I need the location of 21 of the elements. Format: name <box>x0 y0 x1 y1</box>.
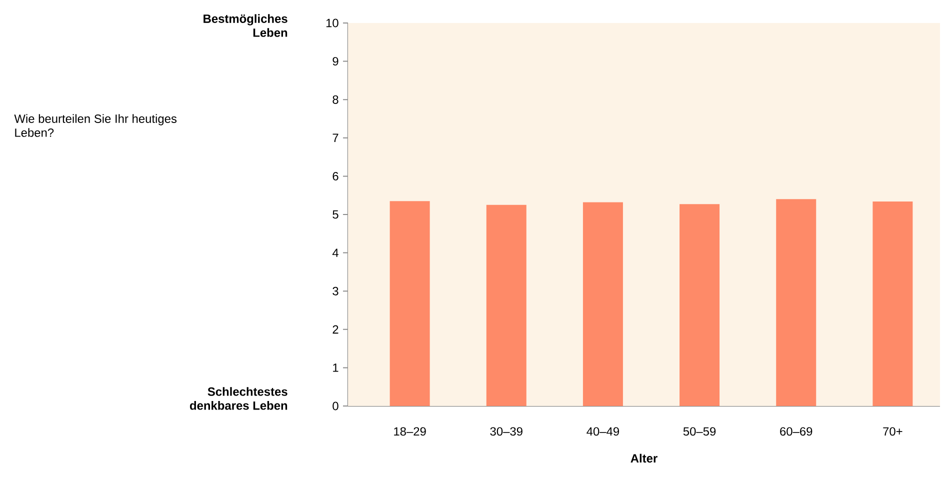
y-tick-label: 10 <box>326 18 338 28</box>
y-tick-label: 7 <box>332 134 338 142</box>
x-tick-label: 40–49 <box>586 427 620 436</box>
y-tick-label: 2 <box>332 325 338 334</box>
y-tick-label: 5 <box>332 210 338 219</box>
y-tick-label: 0 <box>332 402 338 410</box>
y-tick-label: 9 <box>332 57 338 66</box>
y-tick-label: 6 <box>332 172 338 180</box>
x-tick-label: 30–39 <box>490 427 522 436</box>
x-tick-label: 70+ <box>883 427 902 436</box>
text: Bestmögliches Leben <box>204 14 288 37</box>
text: Schlechtestes denkbares Leben <box>190 387 288 410</box>
x-tick-label: 18–29 <box>394 427 426 436</box>
y-tick-label: 8 <box>332 95 338 104</box>
y-tick-label: 1 <box>333 364 338 372</box>
x-axis-title: Alter <box>630 454 658 463</box>
y-tick-label: 3 <box>332 286 338 296</box>
x-tick-label: 50–59 <box>683 427 716 436</box>
text: Wie beurteilen Sie Ihr heutiges Leben? <box>14 114 177 137</box>
x-tick-label: 60–69 <box>780 427 812 436</box>
y-tick-label: 4 <box>332 248 338 257</box>
